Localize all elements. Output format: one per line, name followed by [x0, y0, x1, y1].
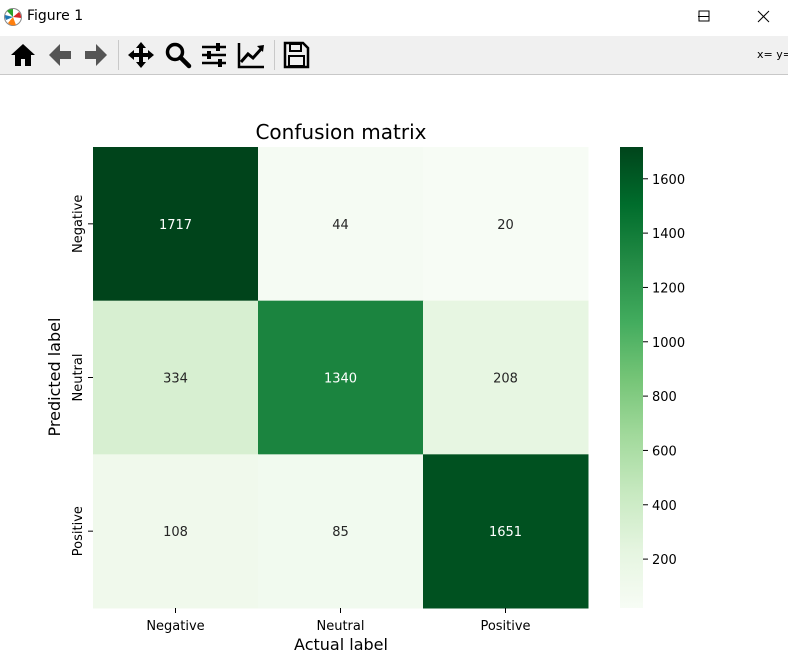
zoom-magnifier-icon[interactable] [163, 40, 193, 70]
y-tick-label: Neutral [71, 354, 86, 402]
confusion-matrix-chart: Confusion matrix 1717 44 20 334 1340 208 108 85… [45, 120, 685, 654]
cell-value-label: 44 [332, 218, 349, 233]
close-icon[interactable] [741, 0, 787, 34]
cell-value-label: 334 [163, 372, 188, 387]
colorbar-tick-label: 400 [652, 499, 677, 514]
cell-value-label: 1651 [489, 525, 522, 540]
cell-value-label: 85 [332, 525, 349, 540]
matplotlib-logo-icon [4, 8, 22, 26]
colorbar-tick-label: 200 [652, 553, 677, 568]
heatmap-cell [423, 147, 589, 302]
y-tick-label: Negative [71, 195, 86, 253]
heatmap-cell [258, 147, 424, 302]
cell-value-label: 20 [497, 218, 514, 233]
heatmap-cell [258, 300, 424, 455]
colorbar [620, 147, 643, 608]
heatmap-cell [93, 300, 259, 455]
colorbar-tick-label: 600 [652, 444, 677, 459]
back-arrow-icon[interactable] [45, 40, 75, 70]
toolbar: x= y= [0, 36, 788, 75]
title-bar: Figure 1 [0, 0, 788, 36]
cell-value-label: 108 [163, 525, 188, 540]
heatmap-cell [423, 300, 589, 455]
heatmap-cell [93, 454, 259, 609]
toolbar-separator [274, 40, 275, 70]
forward-arrow-icon[interactable] [81, 40, 111, 70]
maximize-icon[interactable] [681, 0, 727, 34]
chart-title: Confusion matrix [255, 120, 426, 144]
colorbar-tick-label: 1000 [652, 336, 685, 351]
heatmap-cell [423, 454, 589, 609]
colorbar-tick-label: 1200 [652, 281, 685, 296]
cell-value-label: 1717 [159, 218, 192, 233]
heatmap-cell [258, 454, 424, 609]
colorbar-tick-label: 1400 [652, 227, 685, 242]
edit-axes-chart-icon[interactable] [236, 40, 266, 70]
cell-value-label: 208 [493, 372, 518, 387]
x-tick-label: Neutral [317, 619, 365, 634]
colorbar-tick-label: 800 [652, 390, 677, 405]
window-title: Figure 1 [27, 8, 84, 24]
pan-move-icon[interactable] [126, 40, 156, 70]
toolbar-separator [118, 40, 119, 70]
minimize-icon[interactable] [680, 0, 726, 34]
figure-canvas[interactable]: Confusion matrix 1717 44 20 334 1340 208 108 85… [0, 75, 788, 667]
save-floppy-icon[interactable] [281, 40, 311, 70]
x-axis-label: Actual label [294, 635, 388, 654]
x-tick-label: Negative [146, 619, 204, 634]
configure-subplots-icon[interactable] [199, 40, 229, 70]
home-icon[interactable] [8, 40, 38, 70]
cursor-coordinates: x= y= [757, 48, 788, 61]
colorbar-tick-label: 1600 [652, 173, 685, 188]
y-tick-label: Positive [71, 506, 86, 556]
y-axis-label: Predicted label [45, 318, 64, 437]
heatmap-cell [93, 147, 259, 302]
x-tick-label: Positive [480, 619, 530, 634]
cell-value-label: 1340 [324, 372, 357, 387]
